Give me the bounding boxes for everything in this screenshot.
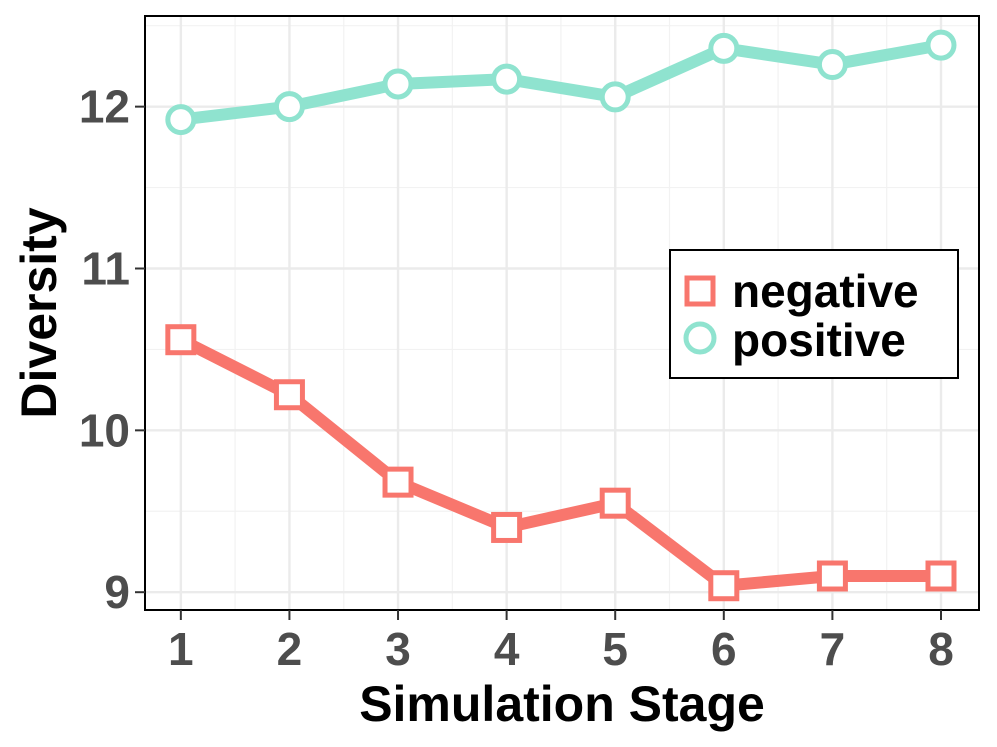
data-point-negative: [708, 570, 740, 602]
x-tick-label: 2: [277, 623, 303, 675]
data-point-positive: [708, 32, 740, 64]
plot-panel-border: [144, 15, 980, 611]
series-line-negative: [174, 333, 947, 592]
y-tick-label: 12: [79, 81, 130, 133]
x-tick-label: 1: [168, 623, 194, 675]
series-line-positive: [174, 39, 947, 126]
data-point-positive: [491, 63, 523, 95]
y-tick-label: 9: [104, 566, 130, 618]
legend: negative positive: [669, 249, 959, 379]
legend-key-positive: [683, 321, 717, 355]
data-point-positive: [925, 29, 957, 61]
data-point-negative: [491, 511, 523, 543]
legend-box: [669, 249, 959, 379]
y-tick-label: 10: [79, 404, 130, 456]
y-axis-title: Diversity: [11, 207, 67, 418]
x-tick-label: 4: [494, 623, 520, 675]
x-tick-label: 8: [928, 623, 954, 675]
data-point-negative: [382, 466, 414, 498]
data-point-positive: [816, 49, 848, 81]
x-tick-label: 3: [385, 623, 411, 675]
data-point-negative: [273, 379, 305, 411]
data-point-negative: [816, 560, 848, 592]
x-tick-label: 5: [602, 623, 628, 675]
data-point-positive: [273, 91, 305, 123]
y-tick-label: 11: [81, 242, 130, 294]
x-axis-title: Simulation Stage: [359, 676, 765, 732]
x-tick-label: 7: [820, 623, 846, 675]
axis-ticks: [135, 105, 942, 620]
data-point-positive: [599, 81, 631, 113]
series-layer: [165, 29, 957, 602]
legend-label-negative: negative: [732, 265, 919, 317]
data-point-negative: [599, 487, 631, 519]
data-point-negative: [925, 560, 957, 592]
legend-label-positive: positive: [732, 314, 906, 366]
x-tick-label: 6: [711, 623, 737, 675]
data-point-positive: [165, 104, 197, 136]
data-point-positive: [382, 68, 414, 100]
data-point-negative: [165, 324, 197, 356]
legend-key-negative: [684, 275, 716, 307]
